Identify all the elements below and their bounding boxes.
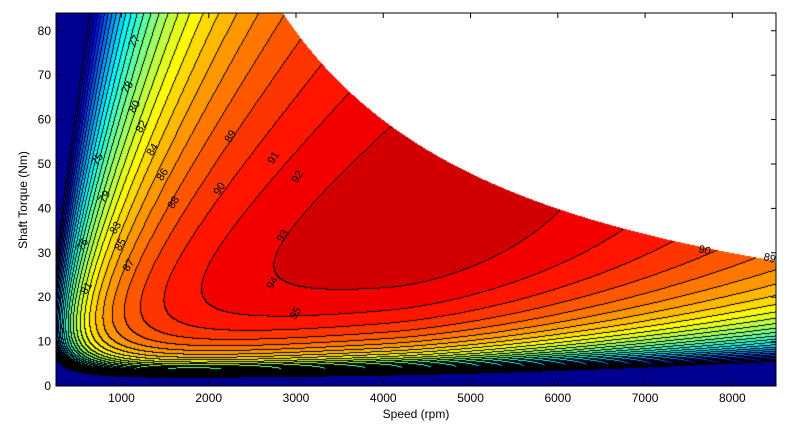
y-tick-label: 40: [38, 201, 52, 215]
contour-label: 91: [265, 149, 282, 166]
x-tick-label: 8000: [719, 391, 746, 405]
y-axis-label: Shaft Torque (Nm): [16, 151, 30, 249]
contour-label: 93: [274, 228, 291, 245]
contour-label: 83: [108, 220, 125, 237]
contour-label: 75: [90, 151, 107, 168]
contour-label: 82: [134, 118, 151, 135]
contour-label: 92: [289, 169, 306, 186]
x-tick-label: 6000: [544, 391, 571, 405]
x-axis-label: Speed (rpm): [383, 407, 450, 421]
contour-label: 80: [126, 98, 143, 115]
contour-label: 94: [264, 275, 281, 292]
y-tick-label: 50: [38, 157, 52, 171]
efficiency-contour-fill: [56, 13, 776, 386]
x-tick-label: 3000: [283, 391, 310, 405]
contour-label: 84: [145, 141, 162, 158]
y-tick-label: 30: [38, 246, 52, 260]
contour-label: 90: [697, 243, 712, 258]
contour-label: 89: [222, 128, 239, 145]
x-tick-label: 4000: [370, 391, 397, 405]
x-tick-label: 1000: [108, 391, 135, 405]
contour-label: 76: [75, 237, 92, 254]
contour-label: 88: [165, 194, 182, 211]
y-tick-label: 80: [38, 24, 52, 38]
x-tick-label: 2000: [195, 391, 222, 405]
contour-label: 81: [79, 280, 96, 297]
y-tick-label: 20: [38, 290, 52, 304]
contour-label: 90: [211, 181, 228, 198]
contour-label: 78: [119, 79, 136, 96]
x-tick-label: 5000: [457, 391, 484, 405]
x-tick-label: 7000: [632, 391, 659, 405]
axis-ticks: 1000 2000 3000 4000 5000 6000 7000 8000 0 10 20 30 4…: [38, 13, 776, 405]
contour-label: 77: [126, 33, 143, 50]
plot-frame: [55, 12, 777, 387]
y-tick-label: 10: [38, 335, 52, 349]
contour-label: 95: [287, 305, 304, 322]
y-tick-label: 60: [38, 113, 52, 127]
contour-label: 85: [112, 237, 129, 254]
contour-label: 87: [121, 257, 138, 274]
contour-label: 89: [762, 251, 777, 266]
contour-label: 86: [154, 166, 171, 183]
y-tick-label: 70: [38, 68, 52, 82]
y-tick-label: 0: [44, 379, 51, 393]
contour-label: 79: [97, 189, 114, 206]
